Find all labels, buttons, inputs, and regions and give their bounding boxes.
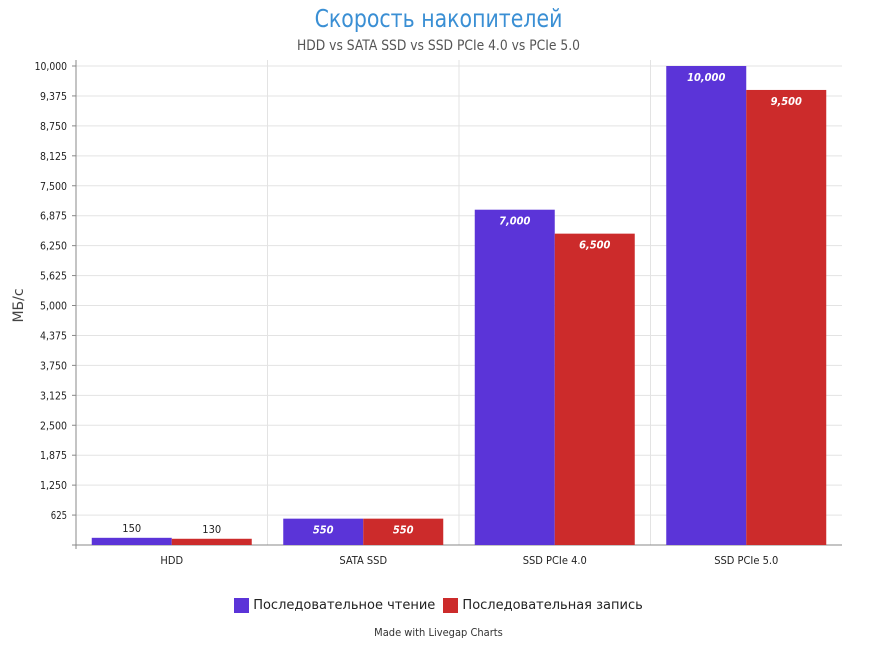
x-tick-label: HDD (160, 554, 183, 567)
bar-write (171, 538, 252, 545)
legend-label-write: Последовательная запись (462, 598, 643, 613)
y-tick-label: 8,750 (40, 120, 67, 133)
y-tick-label: 5,625 (40, 270, 67, 283)
bar-read (474, 209, 555, 545)
bar-write (363, 518, 444, 545)
legend-swatch-read (234, 598, 250, 613)
y-tick-label: 625 (51, 509, 67, 522)
credit-text: Made with Livegap Charts (374, 626, 503, 639)
bar-read (91, 537, 172, 545)
y-tick-label: 6,250 (40, 240, 67, 253)
data-label: 550 (393, 524, 414, 537)
bar-read (283, 518, 364, 545)
data-label: 130 (202, 523, 221, 536)
y-tick-label: 8,125 (40, 150, 67, 163)
data-label: 550 (313, 524, 334, 537)
y-tick-label: 6,875 (40, 210, 67, 223)
y-axis-title: МБ/с (11, 288, 27, 322)
bar-chart: 625 1,250 1,875 2,500 3,125 3,750 4,375 5,000 5,… (11, 60, 842, 567)
y-tick-label: 10,000 (35, 60, 67, 73)
chart-title: Скорость накопителей (314, 4, 563, 33)
x-tick-label: SSD PCIe 5.0 (714, 554, 778, 567)
y-tick-label: 3,750 (40, 359, 67, 372)
bar-write (746, 89, 827, 545)
legend-item-read[interactable]: Последовательное чтение (234, 598, 435, 613)
y-tick-label: 2,500 (40, 419, 67, 432)
data-label: 10,000 (687, 71, 725, 84)
data-label: 150 (122, 522, 141, 535)
y-tick-label: 9,375 (40, 90, 67, 103)
bar-write (554, 233, 635, 545)
y-tick-label: 7,500 (40, 180, 67, 193)
y-tick-label: 1,250 (40, 479, 67, 492)
data-label: 6,500 (579, 239, 610, 252)
y-tick-label: 4,375 (40, 329, 67, 342)
x-tick-label: SSD PCIe 4.0 (523, 554, 587, 567)
legend: Последовательное чтение Последовательная… (0, 598, 877, 617)
chart-subtitle: HDD vs SATA SSD vs SSD PCIe 4.0 vs PCIe … (297, 38, 580, 54)
y-tick-label: 1,875 (40, 449, 67, 462)
y-tick-label: 3,125 (40, 389, 67, 402)
data-label: 7,000 (499, 215, 530, 228)
legend-label-read: Последовательное чтение (253, 598, 436, 613)
y-tick-label: 5,000 (40, 300, 67, 313)
legend-swatch-write (443, 598, 459, 613)
x-tick-label: SATA SSD (339, 554, 387, 567)
data-label: 9,500 (771, 95, 802, 108)
bar-read (666, 66, 747, 545)
legend-item-write[interactable]: Последовательная запись (443, 598, 643, 613)
